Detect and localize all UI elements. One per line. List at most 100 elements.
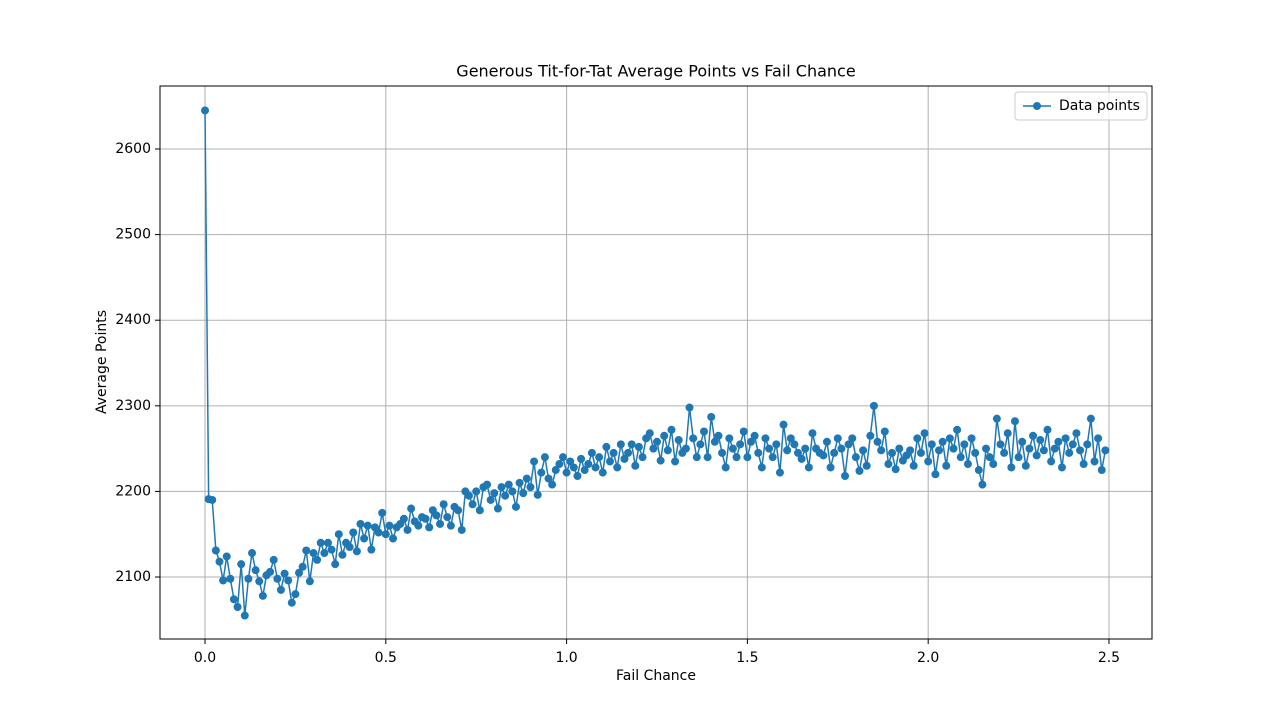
data-point	[888, 448, 897, 457]
data-point	[743, 453, 752, 462]
data-point	[1094, 434, 1103, 443]
data-point	[385, 521, 394, 530]
legend-box	[1014, 91, 1148, 121]
data-point	[587, 448, 596, 457]
data-point	[1025, 444, 1034, 453]
data-point	[689, 434, 698, 443]
data-point	[320, 549, 329, 558]
data-point	[916, 448, 925, 457]
data-point	[280, 569, 289, 578]
data-point	[992, 414, 1001, 423]
data-point	[822, 437, 831, 446]
data-point	[219, 576, 228, 585]
y-tick-label: 2300	[115, 398, 151, 414]
x-tick-label: 1.5	[736, 650, 758, 666]
data-point	[906, 446, 915, 455]
data-point	[1000, 448, 1009, 457]
data-point	[956, 453, 965, 462]
data-point	[819, 451, 828, 460]
data-point	[580, 466, 589, 475]
data-point	[891, 465, 900, 474]
data-point	[273, 574, 282, 583]
data-point	[1029, 431, 1038, 440]
chart-title: Generous Tit-for-Tat Average Points vs F…	[456, 62, 855, 81]
plot-frame	[159, 85, 1153, 640]
data-point	[573, 472, 582, 481]
data-point	[537, 468, 546, 477]
data-point	[779, 420, 788, 429]
legend-marker	[1033, 102, 1041, 110]
data-point	[859, 446, 868, 455]
data-point	[1086, 414, 1095, 423]
data-point	[808, 429, 817, 438]
data-point	[963, 460, 972, 469]
data-point	[786, 434, 795, 443]
data-point	[1072, 429, 1081, 438]
data-point	[349, 528, 358, 537]
data-point	[848, 434, 857, 443]
data-point	[696, 440, 705, 449]
data-point	[627, 440, 636, 449]
data-point	[1007, 463, 1016, 472]
data-point	[1076, 446, 1085, 455]
data-point	[497, 483, 506, 492]
data-point	[1003, 429, 1012, 438]
data-point	[295, 568, 304, 577]
legend-label: Data points	[1059, 98, 1140, 114]
data-point	[700, 427, 708, 436]
data-point	[765, 444, 774, 453]
data-point	[844, 440, 853, 449]
data-point	[530, 457, 539, 466]
data-point	[374, 528, 383, 537]
data-point	[475, 506, 484, 515]
data-point	[436, 519, 445, 528]
data-point	[276, 585, 285, 594]
data-point	[584, 460, 593, 469]
data-point	[1083, 440, 1092, 449]
data-point	[862, 461, 871, 470]
data-point	[931, 470, 940, 479]
data-point	[522, 474, 531, 483]
data-point	[577, 454, 586, 463]
data-point	[287, 598, 296, 607]
data-point	[1014, 453, 1023, 462]
data-point	[732, 453, 741, 462]
data-point	[548, 480, 557, 489]
data-point	[985, 453, 994, 462]
data-point	[996, 440, 1005, 449]
data-point	[464, 491, 473, 500]
data-point	[533, 490, 542, 499]
data-point	[638, 453, 647, 462]
data-point	[866, 431, 875, 440]
data-point	[750, 431, 759, 440]
data-point	[1018, 437, 1027, 446]
data-point	[945, 434, 954, 443]
data-point	[598, 468, 607, 477]
data-point	[222, 552, 231, 561]
data-point	[457, 525, 466, 534]
data-point	[833, 434, 842, 443]
data-point	[483, 480, 492, 489]
data-point	[352, 547, 361, 556]
data-point	[978, 480, 987, 489]
x-tick-label: 2.5	[1098, 650, 1120, 666]
data-point	[284, 576, 293, 585]
data-point	[801, 444, 810, 453]
data-point	[511, 502, 520, 511]
data-point	[685, 403, 694, 412]
data-point	[595, 453, 604, 462]
data-point	[251, 566, 260, 575]
data-point	[681, 444, 690, 453]
data-point	[468, 500, 477, 509]
data-point	[739, 427, 748, 436]
data-point	[794, 448, 803, 457]
data-point	[989, 460, 998, 469]
data-point	[558, 453, 567, 462]
data-point	[660, 431, 669, 440]
data-point	[298, 562, 307, 571]
data-point	[757, 463, 766, 472]
data-point	[663, 446, 672, 455]
data-point	[1101, 446, 1110, 455]
data-point	[1036, 436, 1045, 445]
data-point	[1047, 457, 1056, 466]
